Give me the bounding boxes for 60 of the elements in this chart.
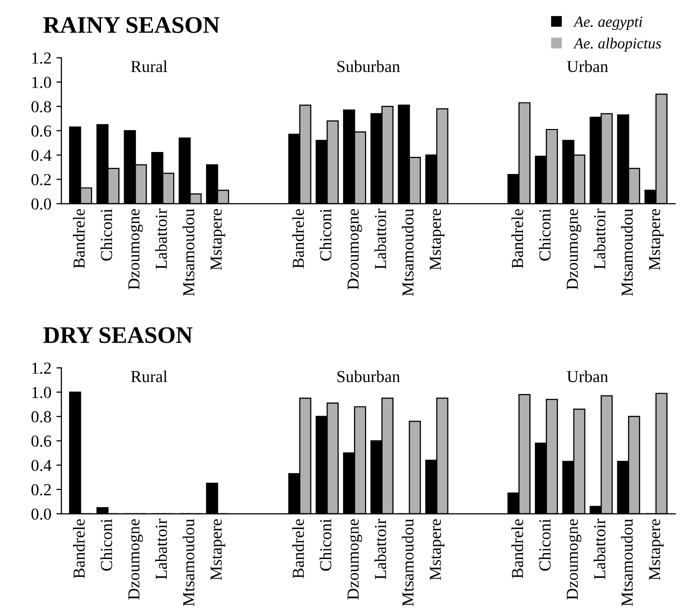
y-tick-label: 0.4 — [31, 150, 52, 162]
x-tick-label: Bandrele — [511, 519, 524, 578]
y-tick-label: 1.0 — [32, 76, 52, 88]
y-tick-label: 0.8 — [31, 411, 52, 422]
x-tick-label: Chiconi — [538, 208, 551, 261]
x-tick-label: Chiconi — [100, 518, 112, 571]
annotation: Urban — [567, 370, 608, 382]
x-tick-label: Mtsamoudou — [621, 208, 633, 296]
x-tick-label: Chiconi — [538, 518, 551, 571]
y-tick-label: 0.0 — [31, 508, 52, 520]
x-tick-label: Bandrele — [292, 519, 304, 578]
x-tick-label: Bandrele — [511, 209, 524, 268]
x-tick-label: Mtsamoudou — [402, 518, 414, 606]
y-tick-label: 0.6 — [31, 436, 52, 447]
x-tick-label: Labattoir — [594, 208, 606, 270]
x-tick-label: Mtsamoudou — [402, 208, 414, 296]
y-tick-label: 0.2 — [31, 174, 51, 186]
x-tick-label: Mtsamoudou — [621, 518, 633, 606]
x-tick-label: Dzoumogne — [348, 209, 362, 290]
y-tick-label: 0.2 — [31, 484, 51, 496]
y-tick-label: 0.6 — [31, 125, 52, 137]
annotation: Rural — [131, 60, 168, 72]
y-tick-label: 1.2 — [32, 362, 51, 374]
x-tick-label: Dzoumogne — [128, 209, 143, 290]
x-tick-label: Bandrele — [73, 519, 85, 578]
y-tick-label: 1.0 — [32, 386, 52, 398]
y-tick-label: 1.2 — [32, 52, 51, 64]
x-tick-label: Mstapere — [430, 519, 444, 580]
x-tick-label: Chiconi — [320, 518, 332, 571]
x-tick-label: Mstapere — [649, 209, 664, 270]
legend-label: Ae. aegypti — [573, 16, 642, 30]
x-tick-label: Dzoumogne — [566, 209, 582, 290]
annotation: Rural — [131, 370, 168, 382]
y-tick-label: 0.0 — [31, 198, 52, 210]
x-tick-label: Labattoir — [594, 518, 606, 580]
x-tick-label: Mtsamoudou — [182, 518, 194, 606]
annotation: Suburban — [337, 370, 400, 382]
annotation: Suburban — [337, 60, 400, 72]
y-tick-label: 0.8 — [31, 101, 52, 112]
x-tick-label: Labattoir — [374, 208, 386, 270]
legend-label: Ae. albopictus — [573, 38, 661, 52]
x-tick-label: Mstapere — [649, 519, 664, 580]
x-tick-label: Mtsamoudou — [182, 208, 194, 296]
x-tick-label: Bandrele — [292, 209, 304, 268]
x-tick-label: Bandrele — [73, 209, 85, 268]
x-tick-label: Mstapere — [210, 519, 226, 580]
x-tick-label: Labattoir — [374, 518, 386, 580]
x-tick-label: Chiconi — [320, 208, 332, 261]
x-tick-label: Mstapere — [210, 209, 226, 270]
x-tick-label: Dzoumogne — [348, 519, 362, 600]
x-tick-label: Labattoir — [155, 518, 167, 580]
x-tick-label: Dzoumogne — [128, 519, 143, 600]
y-tick-label: 0.4 — [31, 460, 52, 472]
annotation: Urban — [567, 60, 608, 72]
x-tick-label: Chiconi — [100, 208, 112, 261]
x-tick-label: Mstapere — [430, 209, 444, 270]
x-tick-label: Labattoir — [155, 208, 167, 270]
chart-title: DRY SEASON — [43, 327, 192, 344]
chart-title: RAINY SEASON — [43, 17, 220, 33]
x-tick-label: Dzoumogne — [566, 519, 582, 600]
